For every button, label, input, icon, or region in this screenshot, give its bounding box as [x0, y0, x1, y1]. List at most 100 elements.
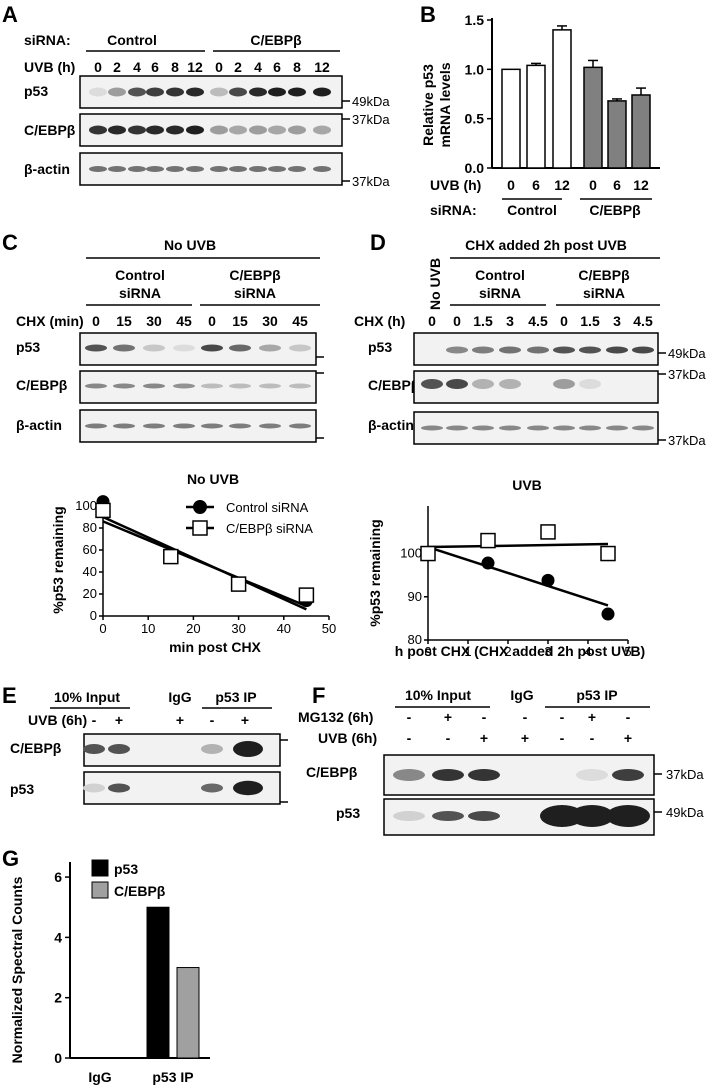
c-band-actin-3	[173, 423, 195, 429]
a-band-p53-4	[166, 87, 184, 97]
f-band-cebpb-0	[393, 769, 425, 781]
d-time-3: 3	[506, 313, 514, 329]
a-band-actin-11	[313, 166, 331, 172]
b-ytick-label-1: 0.5	[465, 111, 485, 127]
c-time-0: 0	[92, 313, 100, 329]
a-band-actin-10	[288, 166, 306, 172]
f-band-p53-6	[606, 805, 650, 827]
c-band-cebpb-1	[113, 383, 135, 389]
g1-xtick-label-0: 0	[99, 621, 106, 636]
f-band-p53-1	[432, 811, 464, 821]
c-band-p53-1	[113, 344, 135, 352]
b-ylabel-2: mRNA levels	[437, 62, 453, 147]
a-band-actin-1	[108, 166, 126, 172]
c-band-cebpb-0	[85, 383, 107, 389]
d-band-actin-3	[499, 425, 521, 431]
c-band-cebpb-7	[289, 383, 311, 389]
g-ytick-label-1: 2	[54, 990, 62, 1006]
a-band-actin-4	[166, 166, 184, 172]
f-uvb-label: UVB (6h)	[318, 730, 377, 746]
panel-label-c: C	[2, 230, 18, 255]
b-group-cebpb: C/EBPβ	[589, 202, 641, 218]
e-header-input: 10% Input	[54, 689, 120, 705]
a-band-p53-7	[229, 87, 247, 97]
f-uvb-sign-6: +	[624, 730, 632, 746]
a-mw-37b: 37kDa	[352, 174, 390, 189]
g1-ytick-label-1: 20	[83, 586, 97, 601]
a-band-p53-8	[249, 87, 267, 97]
g1-xtick-label-5: 50	[322, 621, 336, 636]
g2-ylabel: %p53 remaining	[367, 519, 383, 626]
c-row-p53: p53	[16, 339, 40, 355]
a-band-p53-11	[313, 87, 331, 97]
panel-e: E 10% Input IgG p53 IP UVB (6h) - + + - + C/…	[2, 683, 288, 805]
e-sign-1: +	[115, 712, 123, 728]
f-band-p53-0	[393, 811, 425, 821]
g2-xtick-label-2: 2	[504, 644, 511, 659]
g1-point-cebpb-0	[95, 502, 111, 519]
a-time-4: 8	[171, 59, 179, 75]
a-band-cebpb-10	[288, 125, 306, 135]
c-time-3: 45	[176, 313, 192, 329]
b-xtick-label-4: 6	[613, 177, 621, 193]
b-ytick-label-3: 1.5	[465, 12, 485, 28]
e-bands	[83, 741, 263, 796]
d-band-p53-7	[606, 346, 628, 354]
g1-point-cebpb-1	[163, 548, 179, 565]
g2-point-square-1	[480, 532, 496, 549]
d-band-actin-5	[553, 425, 575, 431]
a-time-3: 6	[151, 59, 159, 75]
e-band-p53-0	[83, 783, 105, 793]
d-band-p53-1	[446, 346, 468, 354]
panel-a: A siRNA: Control C/EBPβ UVB (h) 0 2 4 6 8 12 0…	[2, 2, 390, 189]
c-band-actin-0	[85, 423, 107, 429]
g-xtick-label-0: IgG	[88, 1069, 111, 1085]
f-uvb-sign-4: -	[560, 730, 565, 746]
c-row-cebpb: C/EBPβ	[16, 377, 68, 393]
g2-title: UVB	[512, 477, 542, 493]
d-time-labels: 0 0 1.5 3 4.5 0 1.5 3 4.5	[428, 313, 653, 329]
b-ytick-label-2: 1.0	[465, 61, 485, 77]
f-mg-sign-6: -	[626, 709, 631, 725]
g1-xlabel: min post CHX	[169, 639, 261, 655]
e-band-cebpb-3	[201, 744, 223, 754]
g1-legend: Control siRNA C/EBPβ siRNA	[186, 500, 313, 536]
g-xtick-label-1: p53 IP	[152, 1069, 193, 1085]
c-group1-l1: Control	[115, 267, 165, 283]
c-band-cebpb-3	[173, 383, 195, 389]
g2-xtick-label-1: 1	[464, 644, 471, 659]
d-bands	[421, 346, 654, 431]
a-band-cebpb-11	[313, 125, 331, 135]
f-band-p53-5	[570, 805, 614, 827]
d-band-actin-0	[421, 425, 443, 431]
d-time-2: 1.5	[473, 313, 493, 329]
c-band-p53-0	[85, 344, 107, 352]
c-band-cebpb-2	[143, 383, 165, 389]
panel-c: C No UVB Control siRNA C/EBPβ siRNA CHX …	[2, 230, 324, 443]
g-ytick-label-2: 4	[54, 929, 62, 945]
d-mw-37a: 37kDa	[668, 367, 706, 382]
f-header-input: 10% Input	[405, 687, 471, 703]
panel-f: F 10% Input IgG p53 IP MG132 (6h) UVB (6…	[298, 683, 704, 836]
g2-point-circle-0	[481, 556, 495, 570]
d-time-6: 1.5	[580, 313, 600, 329]
c-time-1: 15	[116, 313, 132, 329]
g2-fit-0	[427, 545, 609, 607]
a-band-p53-9	[268, 87, 286, 97]
c-time-7: 45	[292, 313, 308, 329]
d-band-cebpb-5	[553, 379, 575, 389]
g1-ylabel: %p53 remaining	[50, 506, 66, 613]
g2-point-square-0	[420, 545, 436, 562]
g2-xtick-label-5: 5	[624, 644, 631, 659]
b-uvb-label: UVB (h)	[430, 177, 481, 193]
f-mg-sign-0: -	[407, 709, 412, 725]
a-band-cebpb-0	[89, 125, 107, 135]
f-bands	[393, 769, 650, 827]
f-signs: - + - - - + - - - + + - - +	[407, 709, 632, 746]
a-time-9: 6	[273, 59, 281, 75]
d-time-4: 4.5	[528, 313, 548, 329]
e-sign-4: +	[241, 712, 249, 728]
d-mw-49: 49kDa	[668, 346, 706, 361]
panel-b: B Relative p53 mRNA levels 0.0 0.5 1.0 1.5 0…	[420, 2, 660, 218]
